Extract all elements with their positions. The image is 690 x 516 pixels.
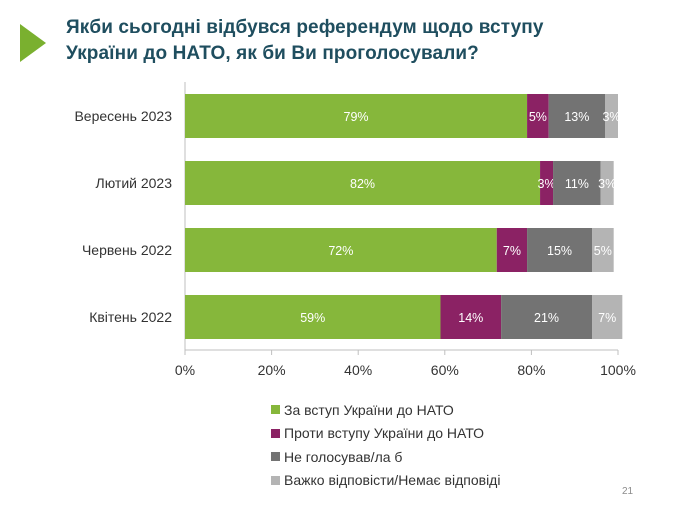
title-line-2: України до НАТО, як би Ви проголосували? (66, 43, 479, 64)
x-tick-label: 100% (600, 362, 636, 378)
category-label: Квітень 2022 (89, 309, 172, 325)
bar-segment (501, 295, 593, 339)
accent-triangle-icon (20, 24, 46, 62)
bar-segment (548, 94, 606, 138)
category-label: Червень 2022 (82, 242, 172, 258)
legend-swatch (271, 475, 280, 485)
legend-swatch (271, 428, 280, 438)
category-label: Лютий 2023 (96, 175, 173, 191)
bar-segment (185, 295, 441, 339)
data-label: 3% (602, 110, 620, 124)
accent-triangle-icon (20, 24, 46, 62)
stacked-bar-chart: Вересень 2023 79% 5% 13% 3% Лютий 2023 82% 3% 11… (74, 82, 636, 378)
bar-segment (527, 94, 549, 138)
x-tick-label: 60% (431, 362, 459, 378)
category-label: Вересень 2023 (74, 108, 172, 124)
bar-segment (553, 161, 601, 205)
legend-item: Проти вступу України до НАТО (271, 422, 500, 446)
data-label: 14% (458, 311, 483, 325)
bar-segment (496, 228, 528, 272)
bar-segment (540, 161, 554, 205)
legend-label: За вступ України до НАТО (284, 401, 454, 418)
legend-item: За вступ України до НАТО (271, 398, 500, 422)
data-label: 5% (529, 110, 547, 124)
bar-segment (592, 295, 623, 339)
legend-label: Не голосував/ла б (284, 448, 403, 465)
title-line-1: Якби сьогодні відбувся референдум щодо в… (66, 17, 544, 38)
x-tick-label: 40% (344, 362, 372, 378)
legend-swatch (271, 405, 280, 415)
data-label: 15% (547, 244, 572, 258)
page-number: 21 (622, 486, 634, 497)
data-label: 7% (503, 244, 521, 258)
data-label: 21% (534, 311, 559, 325)
data-label: 13% (564, 110, 589, 124)
legend: За вступ України до НАТО Проти вступу Ук… (271, 398, 500, 492)
bar-segment (600, 161, 614, 205)
data-label: 3% (538, 177, 556, 191)
bar-segment (592, 228, 614, 272)
legend-item: Не голосував/ла б (271, 445, 500, 469)
data-label: 5% (594, 244, 612, 258)
x-tick-label: 20% (258, 362, 286, 378)
data-label: 72% (328, 244, 353, 258)
bar-segment (440, 295, 502, 339)
data-label: 82% (350, 177, 375, 191)
legend-item: Важко відповісти/Немає відповіді (271, 469, 500, 493)
data-label: 7% (598, 311, 616, 325)
bar-segment (605, 94, 618, 138)
bar-segment (527, 228, 593, 272)
x-tick-label: 80% (517, 362, 545, 378)
data-label: 11% (565, 177, 589, 191)
legend-label: Важко відповісти/Немає відповіді (284, 472, 501, 489)
legend-swatch (271, 452, 280, 462)
bar-segment (185, 94, 528, 138)
legend-label: Проти вступу України до НАТО (284, 425, 485, 442)
data-label: 79% (344, 110, 369, 124)
bar-segment (185, 228, 497, 272)
x-tick-label: 0% (175, 362, 195, 378)
data-label: 3% (598, 177, 616, 191)
bar-segment (185, 161, 541, 205)
data-label: 59% (300, 311, 325, 325)
